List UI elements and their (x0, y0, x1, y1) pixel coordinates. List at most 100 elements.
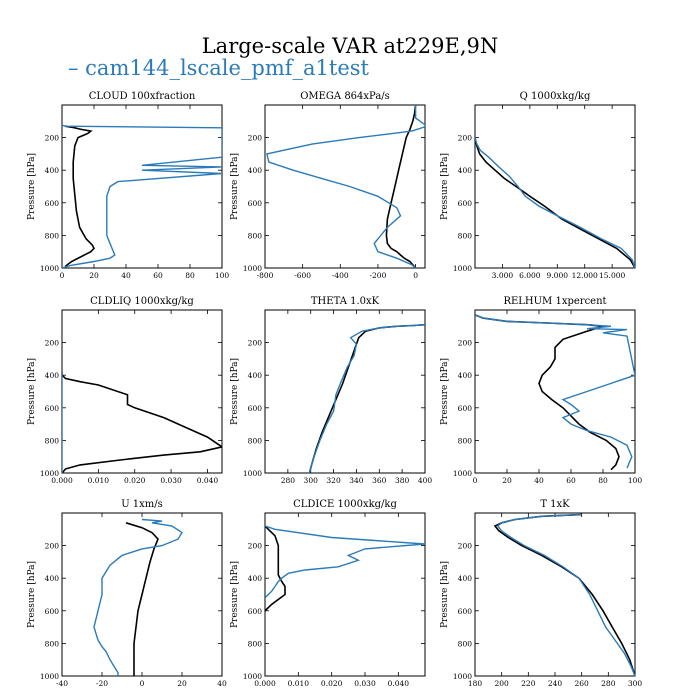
y-tick-label: 1000 (453, 469, 472, 478)
x-tick-label: 0.040 (388, 679, 410, 688)
x-tick-label: 300 (304, 476, 319, 485)
series-line-1 (265, 525, 425, 599)
x-tick-label: 280 (281, 476, 296, 485)
series-line-1 (266, 105, 425, 268)
panel-8: T 1xK Pressure [hPa] 180 200 220 240 260 280 300… (440, 499, 642, 688)
x-tick-label: 300 (628, 679, 643, 688)
y-tick-label: 1000 (40, 469, 59, 478)
y-tick-label: 200 (248, 339, 263, 348)
plot-frame (474, 512, 636, 677)
x-tick-label: 280 (601, 679, 616, 688)
y-tick-label: 800 (248, 231, 263, 240)
y-axis-label: Pressure [hPa] (440, 153, 450, 220)
x-tick-label: 0 (140, 679, 145, 688)
x-tick-label: 340 (349, 476, 364, 485)
x-tick-label: 0.000 (51, 476, 73, 485)
y-tick-label: 1000 (243, 469, 262, 478)
plot-frame (61, 309, 223, 474)
y-tick-label: 600 (45, 404, 60, 413)
panel-title: CLDICE 1000xkg/kg (293, 499, 397, 510)
y-tick-label: 600 (45, 607, 60, 616)
y-tick-label: 200 (45, 339, 60, 348)
panel-4: THETA 1.0xK Pressure [hPa] 280 300 320 340 360… (230, 296, 432, 485)
x-tick-label: 80 (598, 476, 608, 485)
x-tick-label: 0 (60, 271, 65, 280)
y-axis-label: Pressure [hPa] (230, 358, 240, 425)
panel-title: Q 1000xkg/kg (520, 91, 591, 102)
panel-7: CLDICE 1000xkg/kg Pressure [hPa] 0.000 0.01… (230, 499, 426, 688)
panel-6: U 1xm/s Pressure [hPa] -40 -20 0 20 40 200 400 60… (27, 499, 227, 688)
y-axis-label: Pressure [hPa] (440, 561, 450, 628)
x-tick-label: 0.020 (124, 476, 146, 485)
x-tick-label: 0.040 (197, 476, 219, 485)
y-tick-label: 600 (248, 404, 263, 413)
y-tick-label: 600 (248, 199, 263, 208)
y-tick-label: 400 (248, 371, 263, 380)
series-line-0 (62, 371, 222, 473)
y-tick-label: 1000 (453, 672, 472, 681)
x-tick-label: 80 (185, 271, 195, 280)
y-tick-label: 400 (248, 166, 263, 175)
series-line-0 (475, 137, 635, 268)
y-tick-label: 400 (458, 574, 473, 583)
x-tick-label: 15.000 (599, 271, 625, 280)
x-tick-label: 220 (521, 679, 536, 688)
y-axis-label: Pressure [hPa] (27, 561, 37, 628)
x-tick-label: 3.000 (492, 271, 514, 280)
series-line-0 (493, 513, 635, 676)
x-tick-label: -200 (370, 271, 387, 280)
panel-3: CLDLIQ 1000xkg/kg Pressure [hPa] 0.000 0.01… (27, 296, 223, 485)
x-tick-label: 40 (217, 679, 227, 688)
x-tick-label: 9.000 (547, 271, 569, 280)
panel-title: CLDLIQ 1000xkg/kg (90, 296, 194, 307)
y-tick-label: 800 (45, 231, 60, 240)
y-tick-label: 600 (458, 404, 473, 413)
y-tick-label: 200 (458, 134, 473, 143)
x-tick-label: 320 (326, 476, 341, 485)
series-line-0 (385, 105, 417, 268)
series-line-1 (475, 314, 635, 469)
x-tick-label: 0.000 (254, 679, 276, 688)
panel-title: T 1xK (540, 499, 570, 510)
x-tick-label: -20 (96, 679, 108, 688)
x-tick-label: 40 (121, 271, 131, 280)
panel-title: CLOUD 100xfraction (89, 91, 196, 102)
panel-1: OMEGA 864xPa/s Pressure [hPa] -800 -600 -400… (230, 91, 426, 280)
series-line-1 (475, 137, 635, 268)
y-tick-label: 1000 (40, 264, 59, 273)
legend-entry: – cam144_lscale_pmf_a1test (68, 56, 369, 80)
x-tick-label: 200 (495, 679, 510, 688)
x-tick-label: 0.030 (160, 476, 182, 485)
x-tick-label: -400 (332, 271, 349, 280)
y-tick-label: 800 (248, 436, 263, 445)
x-tick-label: 60 (566, 476, 576, 485)
plot-frame (264, 309, 426, 474)
series-line-0 (125, 522, 159, 676)
series-line-0 (265, 525, 286, 612)
y-axis-label: Pressure [hPa] (27, 358, 37, 425)
x-tick-label: 180 (468, 679, 483, 688)
y-tick-label: 800 (45, 436, 60, 445)
x-tick-label: 0.020 (321, 679, 343, 688)
x-tick-label: 6.000 (519, 271, 541, 280)
panel-title: U 1xm/s (121, 499, 163, 510)
panel-title: RELHUM 1xpercent (503, 296, 606, 307)
series-line-0 (308, 323, 425, 473)
series-line-1 (308, 324, 425, 473)
x-tick-label: 100 (628, 476, 643, 485)
series-line-1 (496, 513, 635, 676)
y-tick-label: 200 (248, 542, 263, 551)
y-tick-label: 1000 (243, 264, 262, 273)
panel-0: CLOUD 100xfraction Pressure [hPa] 0 20 40 60 8… (27, 91, 229, 280)
plot-frame (61, 104, 223, 269)
y-axis-label: Pressure [hPa] (27, 153, 37, 220)
x-tick-label: 240 (548, 679, 563, 688)
y-tick-label: 600 (45, 199, 60, 208)
y-tick-label: 800 (248, 639, 263, 648)
y-tick-label: 400 (45, 371, 60, 380)
x-tick-label: -800 (257, 271, 274, 280)
y-axis-label: Pressure [hPa] (230, 561, 240, 628)
series-line-1 (62, 124, 222, 268)
x-tick-label: 0.010 (288, 679, 310, 688)
